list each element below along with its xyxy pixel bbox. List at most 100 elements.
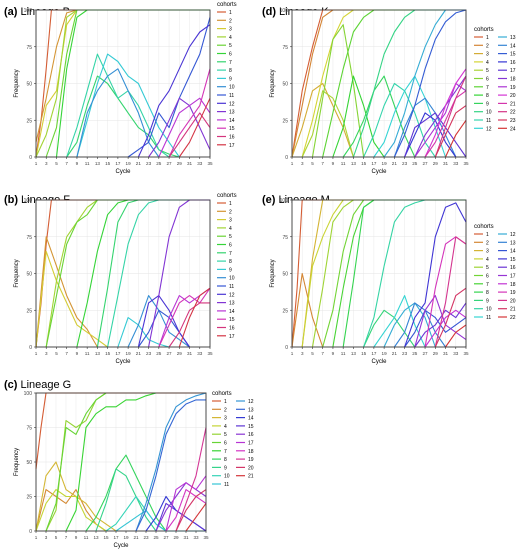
legend-entry: 16 (229, 326, 235, 332)
x-tick-label: 11 (85, 351, 90, 356)
legend-entry: 3 (229, 27, 232, 33)
legend-entry: 8 (229, 68, 232, 74)
legend-entry: 9 (229, 267, 232, 273)
y-axis-title: Frequency (14, 259, 20, 287)
x-tick-label: 17 (115, 161, 121, 166)
series-line-cohort-2 (35, 236, 98, 348)
legend-entry: 17 (510, 274, 516, 280)
legend-entry: 1 (486, 232, 489, 238)
series-line-cohort-15 (155, 502, 207, 532)
y-tick-label: 75 (282, 235, 288, 241)
x-tick-label: 33 (453, 351, 459, 356)
x-tick-label: 21 (133, 535, 139, 540)
x-tick-label: 29 (177, 161, 183, 166)
legend-entry: 14 (229, 118, 235, 124)
legend-entry: 2 (229, 209, 232, 215)
x-tick-label: 5 (55, 535, 58, 540)
lineage-title: Lineage G (20, 379, 71, 391)
x-tick-label: 13 (95, 161, 101, 166)
y-axis: 0 25 50 75 100 (280, 198, 292, 351)
x-axis: 1 3 5 7 9 11 13 15 17 19 21 23 25 27 29 31 33 35 (35, 157, 213, 166)
x-tick-label: 15 (105, 351, 111, 356)
series-line-cohort-18 (424, 309, 467, 348)
y-tick-label: 25 (282, 118, 288, 124)
legend: cohorts123456789101112131415161718192021… (474, 27, 516, 132)
panel-d: (d)Lineage K1357911131517192123252729313… (262, 6, 516, 175)
legend-entry: 13 (248, 407, 254, 413)
y-tick-label: 75 (26, 235, 32, 241)
legend-entry: 22 (510, 110, 516, 116)
x-tick-label: 25 (153, 535, 159, 540)
series-line-cohort-10 (363, 199, 426, 348)
x-tick-label: 31 (443, 161, 449, 166)
legend-entry: 9 (486, 101, 489, 107)
legend-entry: 16 (510, 265, 516, 271)
series-line-cohort-16 (168, 302, 210, 348)
legend-entry: 19 (510, 85, 516, 91)
x-axis-title: Cycle (371, 359, 387, 365)
legend-entry: 9 (486, 298, 489, 304)
x-tick-label: 9 (76, 351, 79, 356)
legend-entry: 8 (229, 259, 232, 265)
panel-title: (c) Lineage G (4, 379, 71, 391)
legend-entry: 7 (229, 60, 232, 66)
series-line-cohort-21 (424, 90, 467, 158)
legend-title: cohorts (474, 27, 494, 33)
legend-entry: 20 (510, 298, 516, 304)
y-tick-label: 100 (280, 8, 289, 14)
series-line-cohort-9 (363, 309, 416, 348)
legend-entry: 21 (510, 101, 516, 107)
x-tick-label: 7 (65, 351, 68, 356)
legend-entry: 5 (229, 43, 232, 49)
legend-entry: 14 (510, 249, 516, 255)
x-tick-label: 23 (402, 161, 408, 166)
series-line-cohort-18 (414, 75, 467, 158)
legend-entry: 10 (486, 110, 492, 116)
x-tick-label: 27 (166, 351, 172, 356)
legend-entry: 3 (486, 249, 489, 255)
legend-entry: 24 (510, 126, 516, 132)
legend-title: cohorts (217, 193, 237, 199)
x-tick-label: 17 (113, 535, 119, 540)
legend-entry: 2 (486, 43, 489, 49)
x-tick-label: 7 (321, 351, 324, 356)
x-tick-label: 29 (433, 161, 439, 166)
x-tick-label: 35 (203, 535, 209, 540)
series-line-cohort-4 (35, 489, 107, 532)
x-axis: 1 3 5 7 9 11 13 15 17 19 21 23 25 27 29 31 33 35 (35, 347, 213, 356)
x-tick-label: 29 (173, 535, 179, 540)
series-line-cohort-20 (434, 236, 467, 348)
series-line-cohort-17 (165, 475, 207, 532)
legend-title: cohorts (212, 391, 232, 397)
series-line-cohort-23 (434, 105, 467, 158)
legend-entry: 5 (486, 68, 489, 74)
series-line-cohort-16 (414, 302, 467, 348)
x-tick-label: 9 (76, 161, 79, 166)
series-line-cohort-22 (445, 324, 467, 348)
panel-c: (c) Lineage G1 3 5 7 9 11 13 15 17 19 21 23 25 27 29 31 3… (4, 379, 254, 549)
legend-entry: 2 (486, 240, 489, 246)
series-line-cohort-15 (393, 9, 467, 158)
legend-entry: 6 (229, 243, 232, 249)
x-tick-label: 19 (382, 351, 388, 356)
x-tick-label: 5 (311, 351, 314, 356)
y-tick-label: 75 (282, 45, 288, 51)
x-tick-label: 27 (422, 351, 428, 356)
series-line-cohort-20 (424, 68, 467, 158)
y-tick-label: 25 (26, 495, 32, 501)
x-tick-label: 15 (361, 161, 367, 166)
series-line-cohort-10 (76, 68, 160, 158)
legend-entry: 6 (224, 441, 227, 447)
legend-entry: 13 (510, 240, 516, 246)
y-tick-label: 0 (29, 529, 32, 535)
x-axis-title: Cycle (371, 169, 387, 175)
legend-entry: 13 (229, 110, 235, 116)
series-lines (35, 392, 207, 532)
x-tick-label: 23 (146, 351, 152, 356)
x-tick-label: 25 (156, 161, 162, 166)
x-axis: 1 3 5 7 9 11 13 15 17 19 21 23 25 27 29 31 33 35 (291, 347, 469, 356)
x-tick-label: 15 (105, 161, 111, 166)
x-tick-label: 7 (321, 161, 324, 166)
series-line-cohort-12 (383, 302, 436, 348)
